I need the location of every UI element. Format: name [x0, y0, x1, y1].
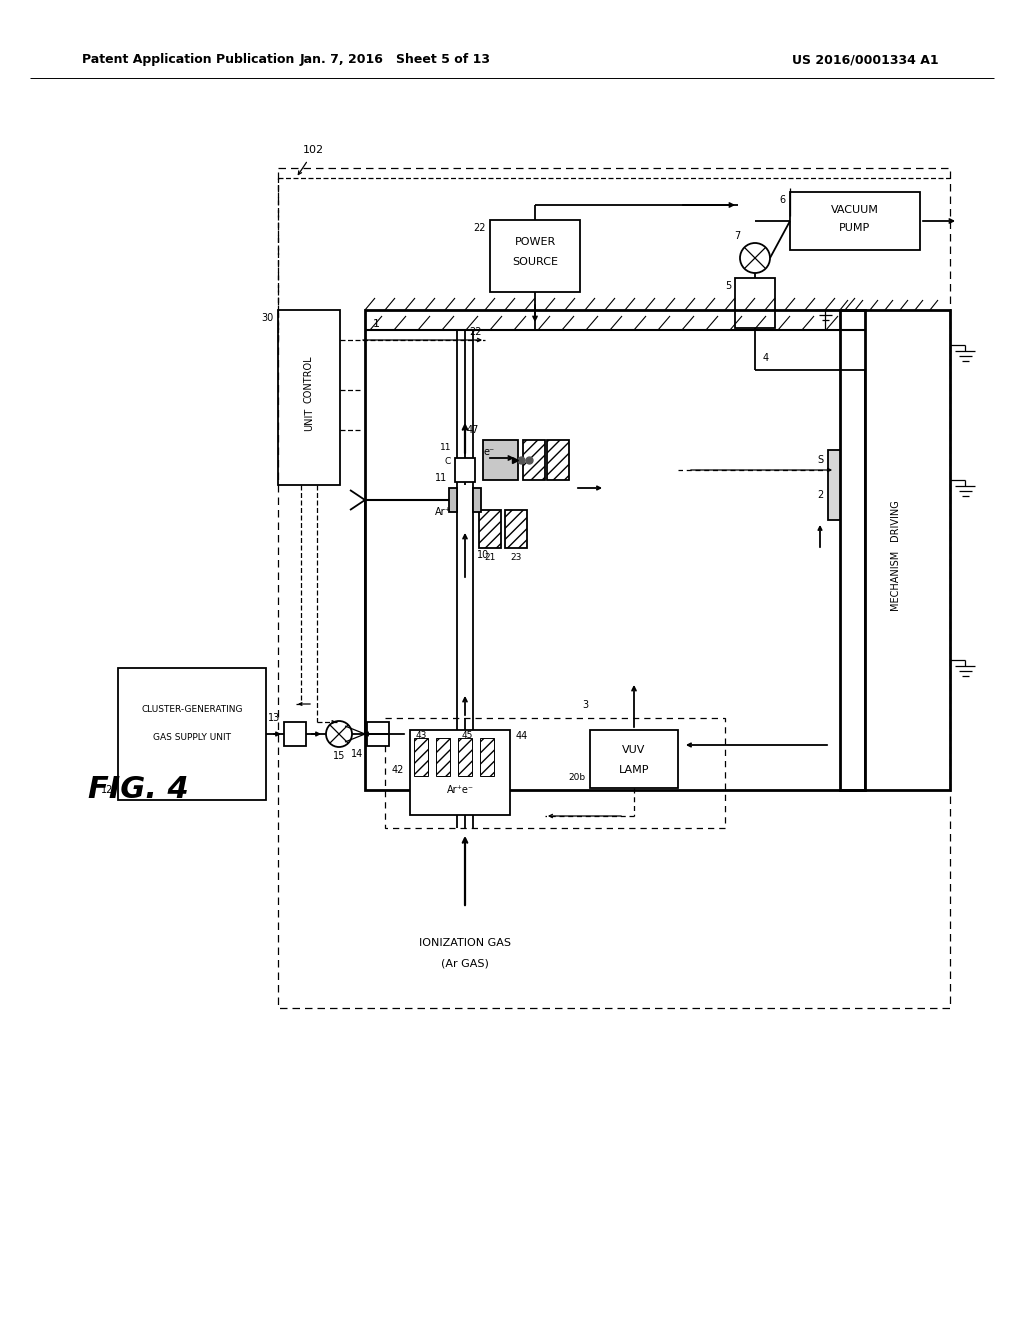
Text: 12: 12: [100, 785, 113, 795]
Bar: [505, 510, 527, 548]
Text: 45: 45: [462, 731, 473, 741]
Text: 10: 10: [477, 550, 489, 560]
Bar: [278, 310, 340, 484]
Bar: [365, 310, 865, 789]
Text: 11: 11: [435, 473, 447, 483]
Text: 23: 23: [510, 553, 521, 562]
Text: 14: 14: [351, 748, 362, 759]
Text: 4: 4: [763, 352, 769, 363]
Bar: [735, 279, 775, 327]
Text: FIG. 4: FIG. 4: [88, 776, 188, 804]
Bar: [480, 738, 494, 776]
Text: Patent Application Publication: Patent Application Publication: [82, 54, 294, 66]
Bar: [449, 488, 457, 512]
Bar: [840, 310, 950, 789]
Bar: [367, 722, 389, 746]
Bar: [385, 718, 725, 828]
Text: 13: 13: [267, 713, 280, 723]
Text: 15: 15: [333, 751, 345, 762]
Text: (Ar GAS): (Ar GAS): [441, 958, 488, 968]
Text: POWER: POWER: [514, 238, 556, 247]
Text: PUMP: PUMP: [840, 223, 870, 234]
Bar: [473, 488, 481, 512]
Bar: [828, 450, 840, 520]
Text: SOURCE: SOURCE: [512, 257, 558, 267]
Bar: [790, 191, 920, 249]
Text: DRIVING: DRIVING: [890, 499, 900, 541]
Bar: [284, 722, 306, 746]
Text: C: C: [444, 458, 451, 466]
Text: US 2016/0001334 A1: US 2016/0001334 A1: [792, 54, 938, 66]
Text: LAMP: LAMP: [618, 766, 649, 775]
Text: Ar⁺e⁻: Ar⁺e⁻: [446, 785, 473, 795]
Text: 3: 3: [582, 700, 588, 710]
Text: 21: 21: [484, 553, 496, 562]
Text: 6: 6: [779, 195, 785, 205]
Text: VUV: VUV: [623, 744, 646, 755]
Text: VACUUM: VACUUM: [831, 205, 879, 215]
Bar: [414, 738, 428, 776]
Text: 7: 7: [734, 231, 740, 242]
Bar: [547, 440, 569, 480]
Text: 47: 47: [467, 425, 479, 436]
Text: 20b: 20b: [568, 774, 585, 783]
Text: e⁻: e⁻: [483, 447, 495, 457]
Bar: [483, 440, 518, 480]
Text: 30: 30: [262, 313, 274, 323]
Bar: [118, 668, 266, 800]
Bar: [590, 730, 678, 788]
Text: 42: 42: [391, 766, 404, 775]
Text: 22: 22: [473, 223, 486, 234]
Bar: [458, 738, 472, 776]
Bar: [490, 220, 580, 292]
Bar: [479, 510, 501, 548]
Bar: [410, 730, 510, 814]
Text: CONTROL: CONTROL: [304, 355, 314, 404]
Text: Ar⁺: Ar⁺: [435, 507, 451, 517]
Bar: [436, 738, 450, 776]
Text: IONIZATION GAS: IONIZATION GAS: [419, 939, 511, 948]
Text: 44: 44: [516, 731, 528, 741]
Text: CLUSTER-GENERATING: CLUSTER-GENERATING: [141, 705, 243, 714]
Text: GAS SUPPLY UNIT: GAS SUPPLY UNIT: [153, 734, 231, 742]
Text: 43: 43: [416, 731, 427, 741]
Text: 11: 11: [439, 444, 451, 453]
Bar: [523, 440, 545, 480]
Bar: [278, 168, 950, 1008]
Text: MECHANISM: MECHANISM: [890, 550, 900, 610]
Text: UNIT: UNIT: [304, 408, 314, 432]
Text: 1: 1: [373, 319, 380, 329]
Text: S: S: [817, 455, 823, 465]
Bar: [455, 458, 475, 482]
Text: 2: 2: [817, 490, 823, 500]
Text: 5: 5: [725, 281, 731, 290]
Text: 22: 22: [469, 327, 482, 337]
Text: 102: 102: [303, 145, 325, 154]
Text: Jan. 7, 2016   Sheet 5 of 13: Jan. 7, 2016 Sheet 5 of 13: [299, 54, 490, 66]
